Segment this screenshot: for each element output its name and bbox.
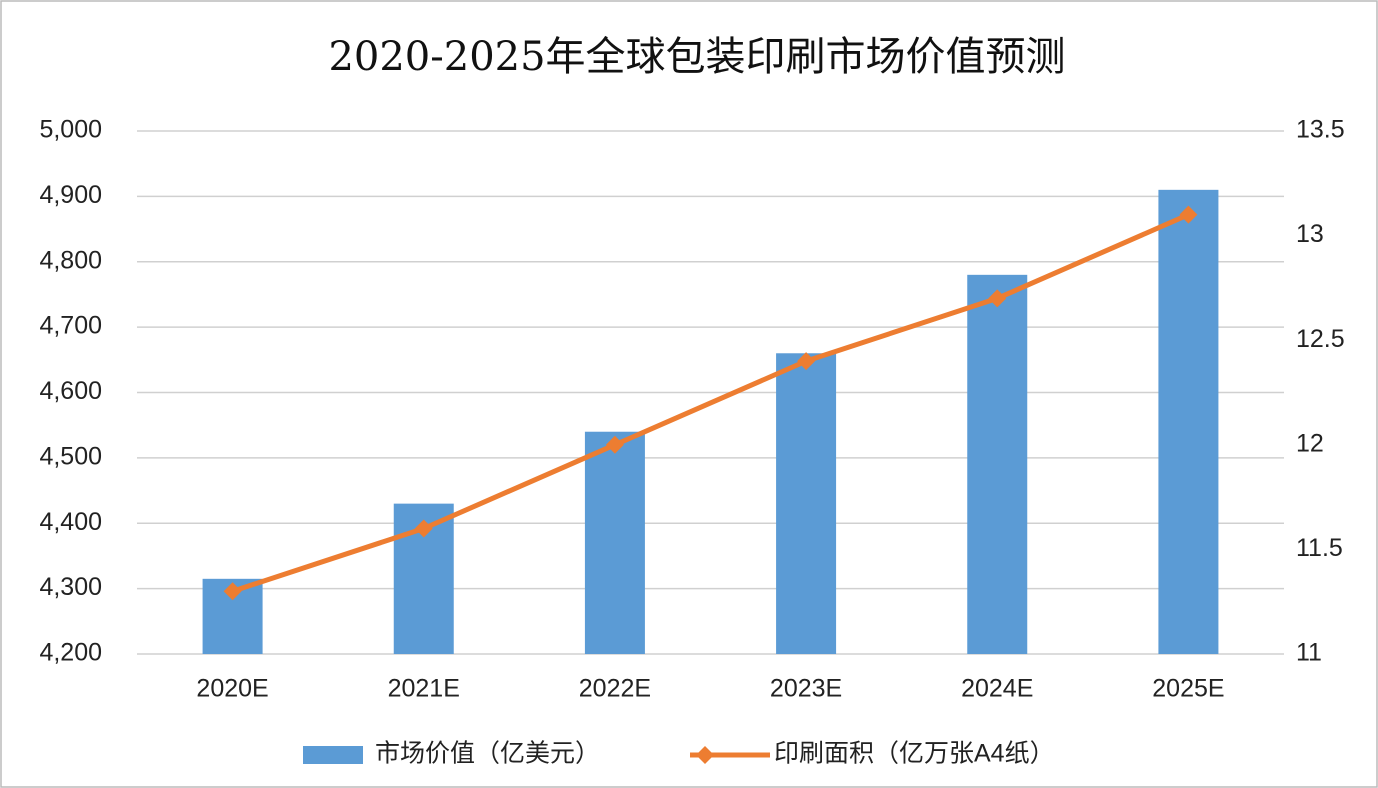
- x-tick-label: 2025E: [1152, 675, 1224, 703]
- y2-tick-label: 11: [1296, 639, 1322, 667]
- y2-tick-label: 13: [1296, 220, 1324, 248]
- y2-tick-label: 12: [1296, 429, 1324, 457]
- x-tick-label: 2023E: [770, 675, 842, 703]
- x-tick-label: 2020E: [196, 675, 268, 703]
- legend-swatch-marker: [696, 746, 714, 764]
- bar: [776, 353, 837, 654]
- line-marker: [1179, 205, 1198, 224]
- y-tick-label: 4,700: [39, 312, 102, 340]
- y-tick-label: 4,300: [39, 573, 102, 601]
- y2-tick-label: 12.5: [1296, 325, 1345, 353]
- line-marker: [797, 352, 816, 371]
- y-tick-label: 4,900: [39, 181, 102, 209]
- line-marker: [988, 289, 1007, 308]
- chart-title: 2020-2025年全球包装印刷市场价值预测: [328, 34, 1065, 80]
- y2-tick-label: 13.5: [1296, 116, 1345, 144]
- x-tick-label: 2024E: [961, 675, 1033, 703]
- legend-swatch: [303, 746, 363, 764]
- y-tick-label: 4,500: [39, 442, 102, 470]
- line-marker: [605, 435, 624, 454]
- y-tick-label: 5,000: [39, 116, 102, 144]
- x-tick-label: 2021E: [388, 675, 460, 703]
- legend-label: 市场价值（亿美元）: [375, 740, 600, 768]
- y-tick-label: 4,600: [39, 377, 102, 405]
- line: [231, 212, 1190, 594]
- bar: [967, 274, 1028, 654]
- y-tick-label: 4,200: [39, 639, 102, 667]
- y-tick-label: 4,400: [39, 508, 102, 536]
- legend-label: 印刷面积（亿万张A4纸）: [774, 740, 1055, 768]
- bar: [1158, 189, 1219, 654]
- line-marker: [414, 519, 433, 538]
- x-tick-label: 2022E: [579, 675, 651, 703]
- y-tick-label: 4,800: [39, 246, 102, 274]
- line-marker: [223, 582, 242, 601]
- y2-tick-label: 11.5: [1296, 534, 1343, 562]
- bar: [584, 431, 645, 654]
